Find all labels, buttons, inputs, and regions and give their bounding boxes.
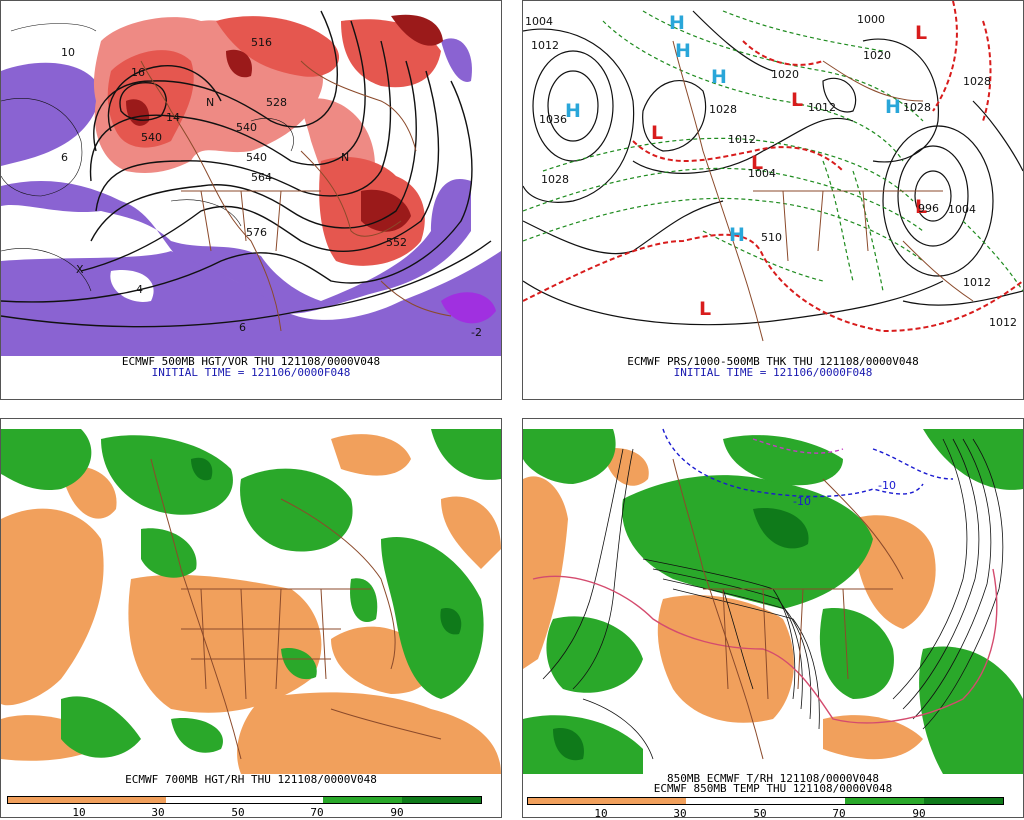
high-pressure-marker: H <box>675 40 691 62</box>
scale-tick: 30 <box>151 806 165 819</box>
panel-caption: ECMWF 850MB TEMP THU 121108/0000V048 <box>653 782 893 795</box>
high-pressure-marker: H <box>711 66 727 88</box>
svg-text:540: 540 <box>141 131 162 144</box>
scale-tick: 10 <box>594 807 608 820</box>
temperature-map: -10 -10 <box>523 419 1023 774</box>
svg-text:-2: -2 <box>471 326 482 339</box>
svg-text:1004: 1004 <box>748 167 776 180</box>
low-pressure-marker: L <box>915 22 927 44</box>
svg-text:1028: 1028 <box>903 101 931 114</box>
high-pressure-marker: H <box>669 12 685 34</box>
panel-caption: ECMWF 500MB HGT/VOR THU 121108/0000V048 <box>121 355 381 368</box>
svg-text:1012: 1012 <box>989 316 1017 329</box>
svg-text:540: 540 <box>246 151 267 164</box>
svg-text:1004: 1004 <box>948 203 976 216</box>
initial-time-caption: INITIAL TIME = 121106/0000F048 <box>151 366 351 379</box>
svg-text:996: 996 <box>918 202 939 215</box>
svg-text:6: 6 <box>61 151 68 164</box>
svg-text:1012: 1012 <box>808 101 836 114</box>
scale-tick: 30 <box>673 807 687 820</box>
svg-text:N: N <box>206 96 214 109</box>
low-pressure-marker: L <box>751 152 763 174</box>
low-pressure-marker: L <box>791 89 803 111</box>
svg-text:-10: -10 <box>878 479 896 492</box>
svg-text:510: 510 <box>761 231 782 244</box>
svg-text:1000: 1000 <box>857 13 885 26</box>
svg-text:14: 14 <box>166 111 180 124</box>
panel-caption: ECMWF PRS/1000-500MB THK THU 121108/0000… <box>627 355 919 368</box>
low-pressure-marker: L <box>699 298 711 320</box>
svg-text:16: 16 <box>131 66 145 79</box>
svg-text:1012: 1012 <box>963 276 991 289</box>
svg-text:576: 576 <box>246 226 267 239</box>
svg-text:1028: 1028 <box>963 75 991 88</box>
svg-text:6: 6 <box>239 321 246 334</box>
svg-text:1028: 1028 <box>541 173 569 186</box>
svg-text:1036: 1036 <box>539 113 567 126</box>
svg-text:N: N <box>341 151 349 164</box>
scale-tick: 70 <box>310 806 324 819</box>
scale-tick: 70 <box>832 807 846 820</box>
high-pressure-marker: H <box>885 96 901 118</box>
svg-text:540: 540 <box>236 121 257 134</box>
high-pressure-marker: H <box>565 100 581 122</box>
svg-text:516: 516 <box>251 36 272 49</box>
scale-tick: 50 <box>231 806 245 819</box>
scale-tick: 50 <box>753 807 767 820</box>
scale-tick: 90 <box>390 806 404 819</box>
low-pressure-marker: L <box>651 122 663 144</box>
svg-text:1012: 1012 <box>531 39 559 52</box>
svg-text:1028: 1028 <box>709 103 737 116</box>
high-pressure-marker: H <box>729 224 745 246</box>
initial-time-caption: INITIAL TIME = 121106/0000F048 <box>673 366 873 379</box>
svg-text:528: 528 <box>266 96 287 109</box>
panel-sea-level-pressure: H H H H H H L L L L L L 1004 1012 1036 102… <box>522 0 1024 400</box>
humidity-color-scale <box>7 796 482 804</box>
panel-caption: ECMWF 700MB HGT/RH THU 121108/0000V048 <box>125 773 377 786</box>
humidity-color-scale <box>527 797 1004 805</box>
svg-text:564: 564 <box>251 171 272 184</box>
scale-tick: 90 <box>912 807 926 820</box>
panel-caption: 850MB ECMWF T/RH 121108/0000V048 <box>667 772 879 785</box>
svg-text:10: 10 <box>61 46 75 59</box>
svg-text:552: 552 <box>386 236 407 249</box>
svg-text:1020: 1020 <box>771 68 799 81</box>
svg-text:4: 4 <box>136 283 143 296</box>
svg-text:1020: 1020 <box>863 49 891 62</box>
panel-850mb-temp: -10 -10 850MB ECMWF T/RH 121108/0000V048 … <box>522 418 1024 820</box>
panel-700mb-humidity: ECMWF 700MB HGT/RH THU 121108/0000V048 1… <box>0 418 502 819</box>
svg-text:-10: -10 <box>793 495 811 508</box>
pressure-thickness-map: H H H H H H L L L L L L 1004 1012 1036 102… <box>523 1 1023 356</box>
low-pressure-marker: L <box>915 196 927 218</box>
humidity-map <box>1 419 501 774</box>
svg-text:1004: 1004 <box>525 15 553 28</box>
scale-tick: 10 <box>72 806 86 819</box>
svg-text:1012: 1012 <box>728 133 756 146</box>
svg-text:X: X <box>76 263 84 276</box>
